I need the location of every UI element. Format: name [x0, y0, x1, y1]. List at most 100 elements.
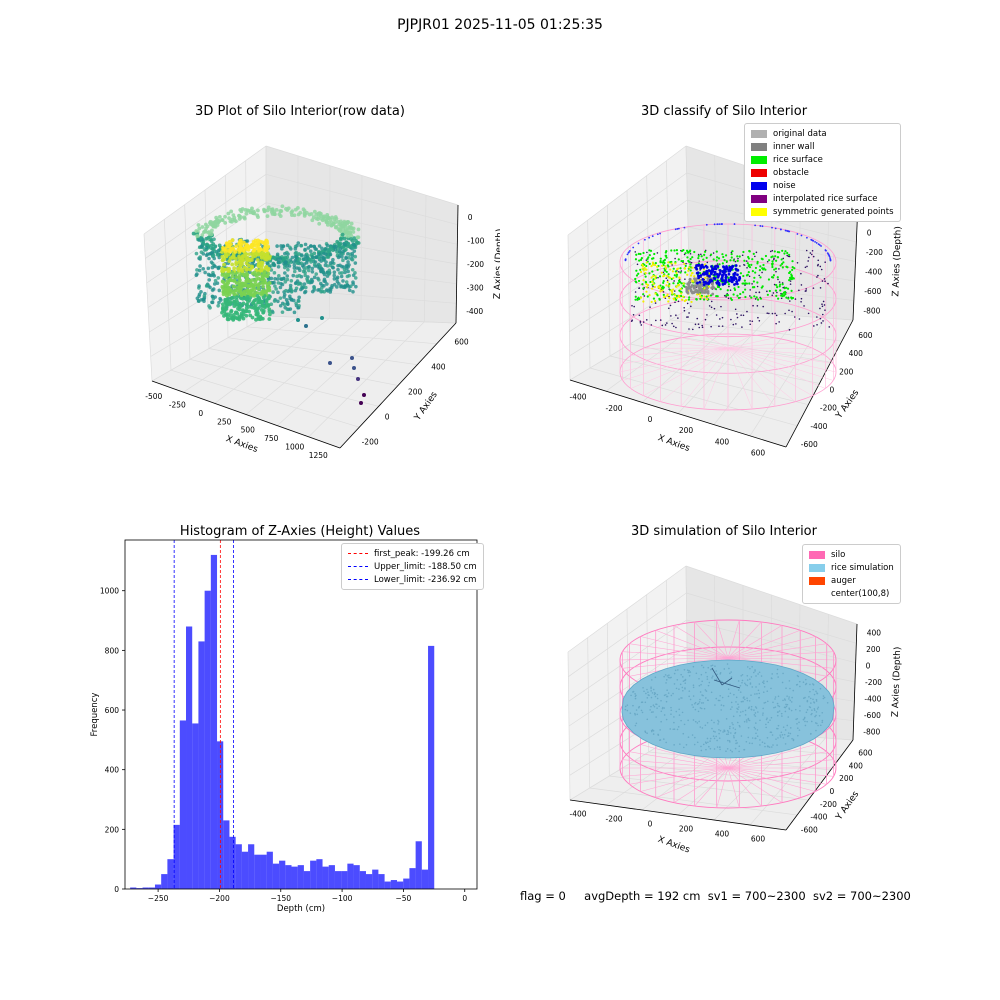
simulation-rice-point: [679, 743, 681, 745]
raw-point: [244, 211, 249, 216]
classify-point: [679, 271, 682, 274]
classify-point: [751, 258, 754, 261]
classify-point: [786, 287, 790, 290]
classify-point: [784, 290, 787, 294]
classify-point: [696, 317, 699, 320]
classify-silo-spoke: [727, 347, 776, 407]
classify-point: [744, 295, 747, 299]
raw-point: [259, 260, 264, 265]
simulation-rice-point: [797, 734, 799, 737]
classify-point: [713, 223, 716, 226]
classify-point: [709, 294, 713, 297]
classify-point: [682, 249, 685, 252]
simulation-rice-point: [665, 700, 668, 703]
simulation-rice-point: [702, 666, 705, 669]
classify-point: [673, 249, 676, 252]
classify-point: [781, 266, 784, 269]
raw-point: [344, 280, 349, 284]
classify-x-tick-label: 200: [679, 426, 694, 435]
simulation-rice-point: [756, 693, 758, 695]
simulation-rice-point: [806, 720, 808, 723]
simulation-rice-point: [688, 695, 690, 698]
raw-y-tick-label: 400: [431, 363, 446, 372]
classify-point: [702, 268, 706, 271]
raw-point: [247, 252, 252, 257]
raw-point: [212, 237, 216, 242]
classify-point: [667, 307, 670, 310]
simulation-z-axis-label: Z Axies (Depth): [891, 647, 903, 718]
simulation-rice-point: [717, 719, 719, 722]
raw-point: [285, 255, 290, 260]
raw-point: [291, 273, 296, 278]
simulation-rice-point: [784, 710, 787, 713]
simulation-rice-point: [650, 686, 652, 689]
simulation-rice-point: [636, 713, 639, 716]
classify-silo-spoke: [703, 347, 729, 410]
simulation-3d-axes[interactable]: -400-2000200400600-600-400-2000200400600…: [500, 500, 1000, 900]
simulation-rice-point: [815, 698, 818, 701]
raw-3d-axes[interactable]: -500-250025050075010001250-2000200400600…: [0, 0, 500, 500]
classify-point: [651, 287, 654, 290]
classify-point: [646, 295, 649, 298]
classify-point: [804, 266, 807, 269]
raw-panel-title: 3D Plot of Silo Interior(row data): [195, 104, 405, 119]
classify-point: [708, 305, 711, 307]
classify-point: [634, 298, 637, 301]
simulation-rice-point: [694, 708, 697, 711]
classify-point: [710, 300, 713, 303]
classify-point: [702, 298, 706, 301]
classify-legend-swatch: [751, 181, 767, 190]
classify-point: [713, 307, 716, 310]
classify-point: [645, 283, 648, 286]
simulation-rice-point: [678, 714, 681, 716]
simulation-rice-point: [658, 705, 660, 708]
raw-point: [343, 242, 347, 247]
classify-point: [638, 287, 640, 290]
classify-point: [651, 235, 654, 238]
histogram-bar: [136, 888, 143, 889]
simulation-rice-point: [803, 717, 806, 720]
simulation-rice-point: [701, 694, 703, 696]
simulation-rice-point: [804, 720, 806, 723]
classify-point: [727, 278, 731, 282]
classify-point: [682, 284, 685, 287]
classify-point: [710, 282, 714, 286]
raw-point: [275, 257, 280, 262]
simulation-rice-point: [789, 727, 792, 729]
classify-point: [739, 272, 743, 275]
raw-point: [254, 241, 258, 245]
raw-point: [283, 280, 288, 284]
histogram-axes[interactable]: −250 −200 −150 −100 −50 002004006008001000Dep…: [0, 530, 500, 960]
simulation-rice-point: [705, 690, 708, 692]
simulation-rice-point: [683, 668, 686, 671]
simulation-rice-point: [709, 737, 712, 740]
classify-silo-spoke: [643, 347, 729, 396]
raw-point: [362, 393, 366, 397]
classify-point: [819, 265, 822, 268]
simulation-rice-point: [751, 686, 754, 688]
simulation-rice-point: [735, 739, 737, 742]
classify-point: [701, 278, 705, 281]
classify-point: [756, 305, 759, 307]
simulation-rice-point: [783, 733, 786, 736]
raw-point: [209, 232, 214, 237]
raw-point: [247, 309, 251, 314]
classify-point: [716, 223, 719, 226]
raw-point: [234, 262, 239, 267]
simulation-rice-point: [680, 719, 682, 722]
raw-point: [346, 260, 350, 264]
simulation-rice-point: [730, 701, 733, 704]
classify-point: [633, 305, 635, 308]
raw-point: [264, 265, 269, 269]
classify-3d-axes[interactable]: -400-2000200400600-600-400-2000200400600…: [500, 0, 1000, 500]
simulation-rice-point: [714, 704, 716, 706]
raw-point: [273, 212, 277, 217]
classify-point: [642, 293, 645, 296]
simulation-silo-spoke: [727, 744, 816, 769]
raw-point: [229, 308, 234, 313]
raw-point: [213, 295, 217, 299]
simulation-rice-point: [740, 675, 743, 677]
classify-point: [693, 250, 696, 254]
raw-point: [228, 277, 233, 282]
raw-point: [325, 243, 330, 248]
